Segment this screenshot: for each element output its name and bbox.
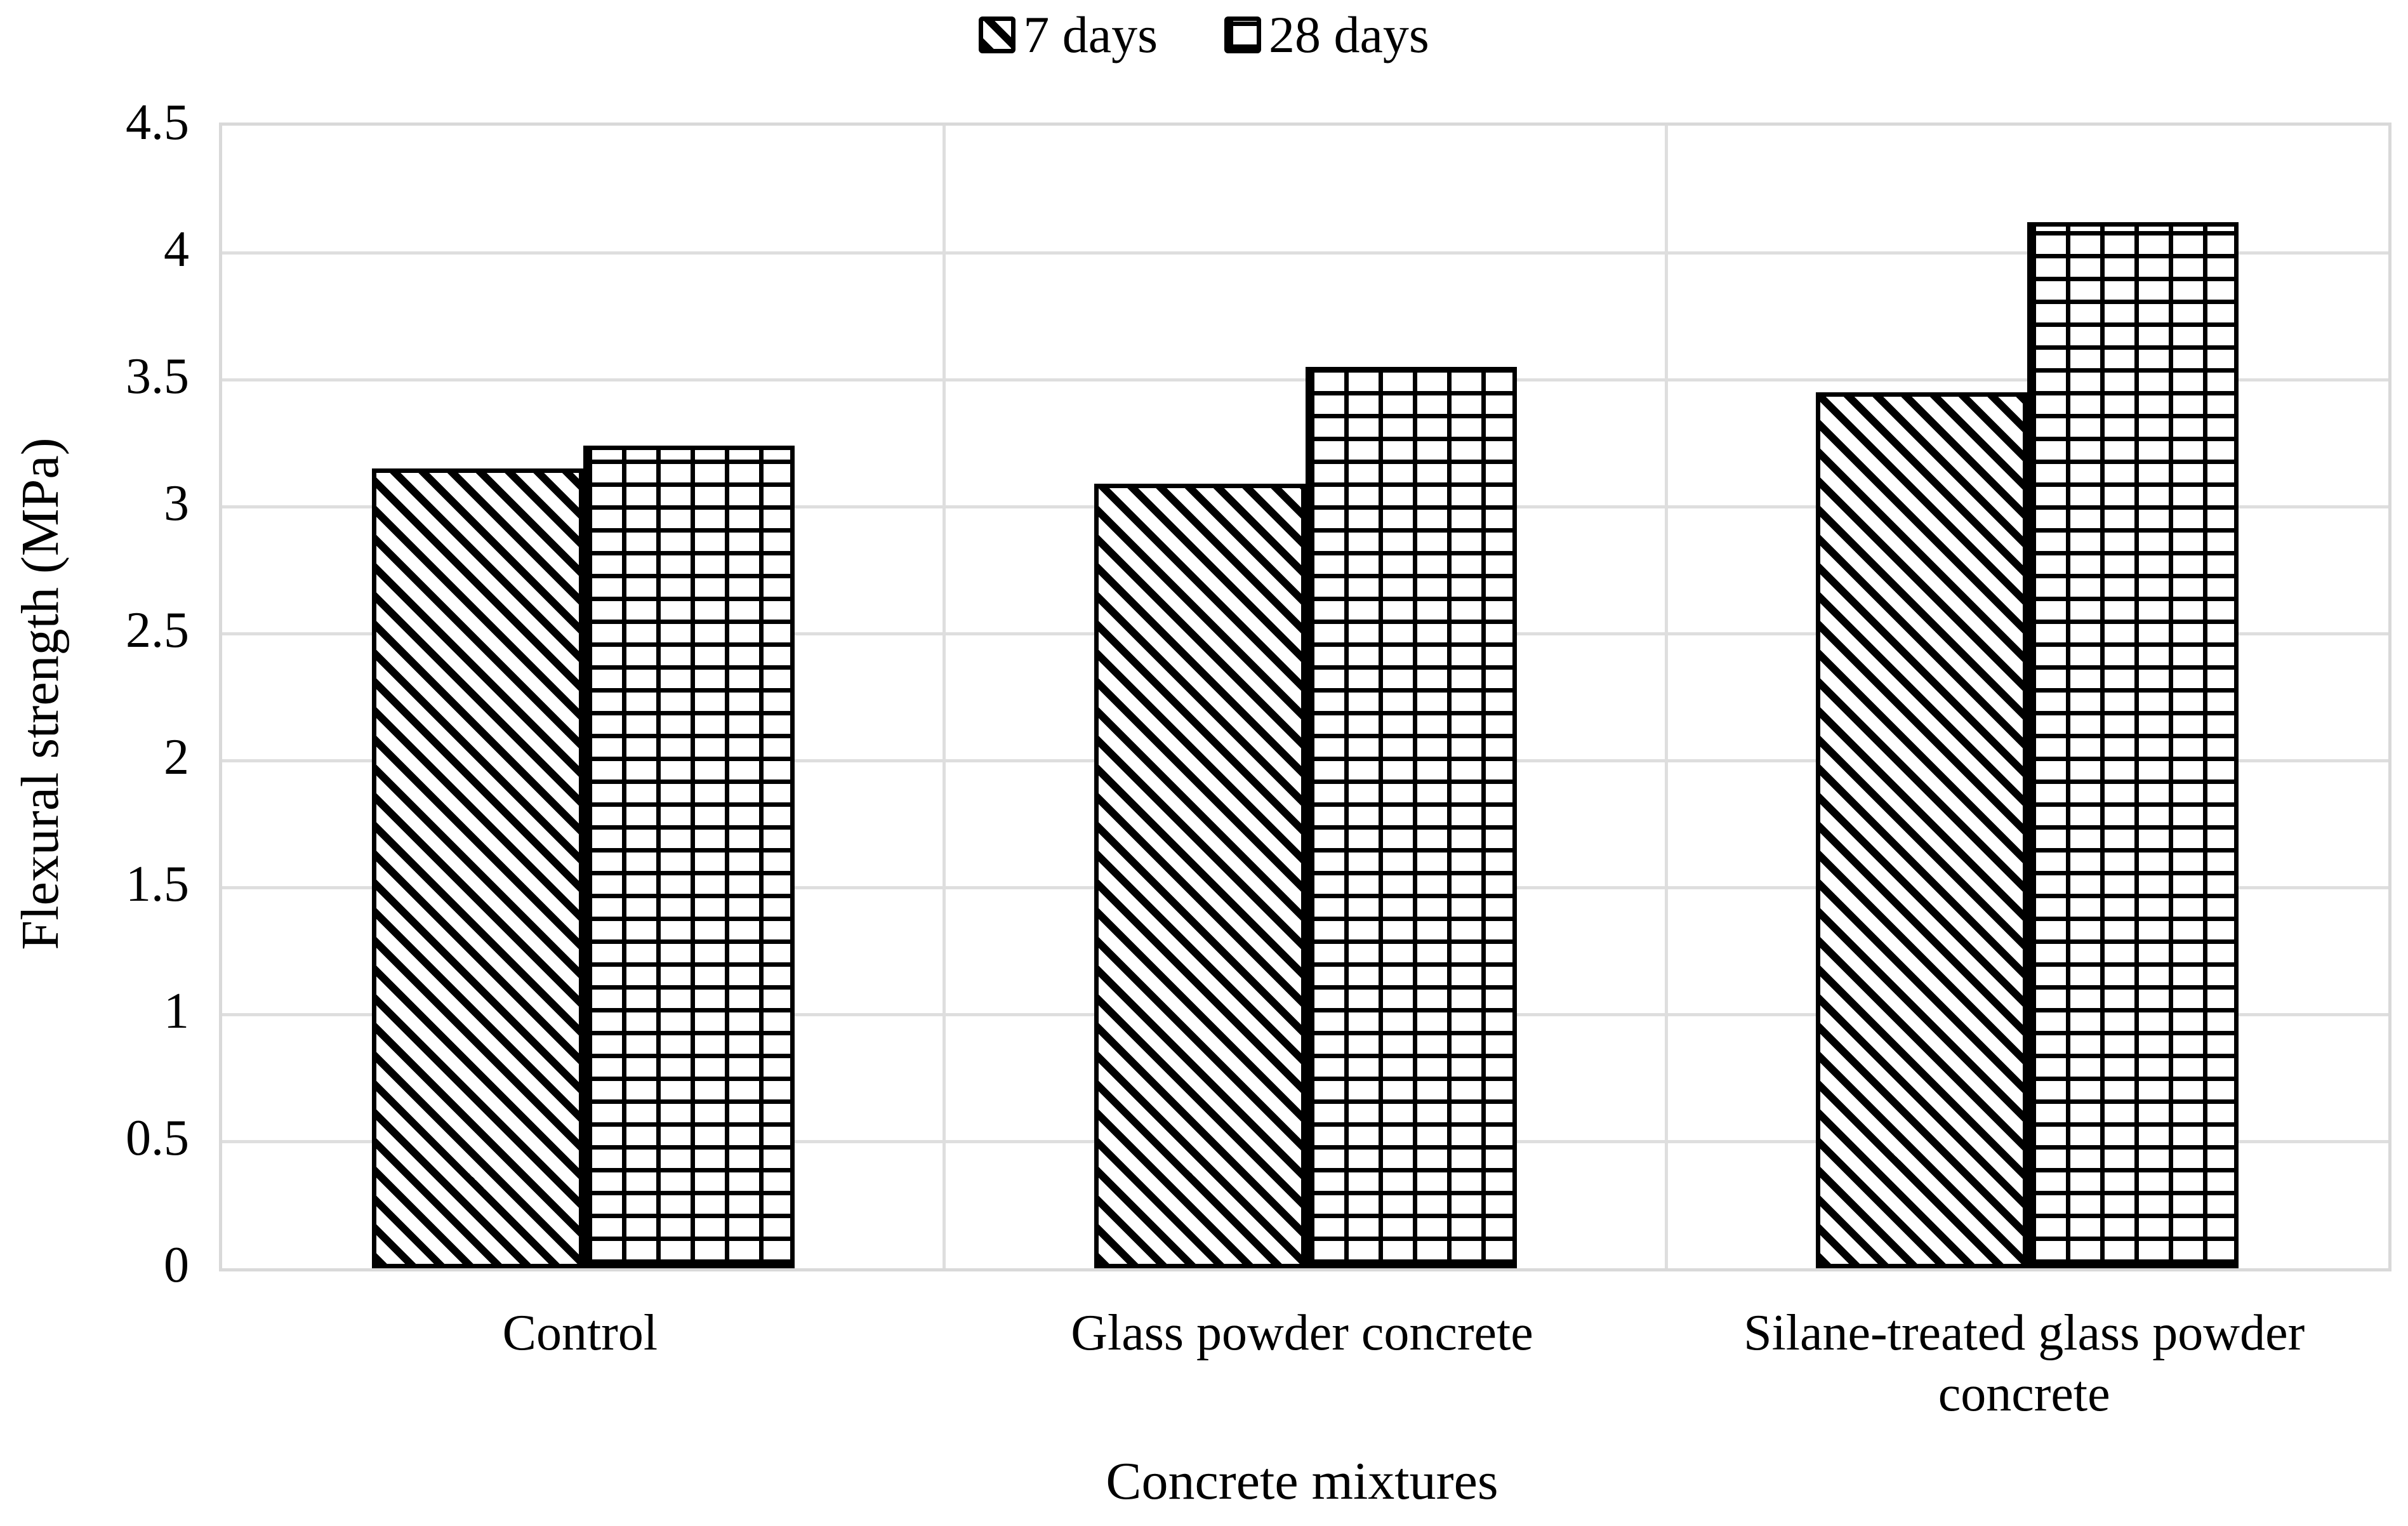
y-tick-label-3: 3 [164, 475, 189, 531]
y-tick-label-1.5: 1.5 [126, 856, 189, 912]
y-tick-label-4.5: 4.5 [126, 95, 189, 150]
x-tick-label-control: Control [502, 1305, 658, 1361]
gridline-x-separator-2 [1664, 126, 1668, 1268]
y-tick-label-2: 2 [164, 729, 189, 785]
y-tick-label-0: 0 [164, 1237, 189, 1293]
grid-hatch-swatch-icon [1224, 17, 1261, 53]
bar-7-days-glass-powder-concrete [1094, 484, 1306, 1268]
bar-28-days-control [583, 446, 795, 1268]
bar-7-days-silane-treated-glass-powder-concrete [1816, 392, 2028, 1268]
y-tick-label-0.5: 0.5 [126, 1110, 189, 1166]
bar-28-days-glass-powder-concrete [1305, 367, 1517, 1268]
legend-label-7-days: 7 days [1023, 6, 1158, 63]
plot-area [219, 123, 2391, 1271]
x-tick-label-silane-treated-glass-powder-concrete: Silane-treated glass powder concrete [1743, 1305, 2305, 1422]
x-tick-0: Control [219, 1303, 941, 1363]
bar-28-days-silane-treated-glass-powder-concrete [2027, 222, 2239, 1268]
x-tick-2: Silane-treated glass powder concrete [1663, 1303, 2385, 1424]
y-tick-label-4: 4 [164, 222, 189, 277]
x-axis-title: Concrete mixtures [1106, 1452, 1498, 1511]
legend-label-28-days: 28 days [1269, 6, 1429, 63]
legend-item-28-days: 28 days [1224, 9, 1429, 61]
legend: 7 days 28 days [0, 9, 2408, 61]
diagonal-hatch-swatch-icon [979, 17, 1016, 53]
x-tick-1: Glass powder concrete [941, 1303, 1664, 1363]
bar-7-days-control [371, 468, 583, 1268]
y-tick-label-2.5: 2.5 [126, 602, 189, 658]
y-tick-label-1: 1 [164, 983, 189, 1039]
y-tick-label-3.5: 3.5 [126, 348, 189, 404]
legend-item-7-days: 7 days [979, 9, 1158, 61]
gridline-x-separator-1 [943, 126, 946, 1268]
x-tick-label-glass-powder-concrete: Glass powder concrete [1071, 1305, 1533, 1361]
gridline-y-4 [222, 251, 2388, 255]
